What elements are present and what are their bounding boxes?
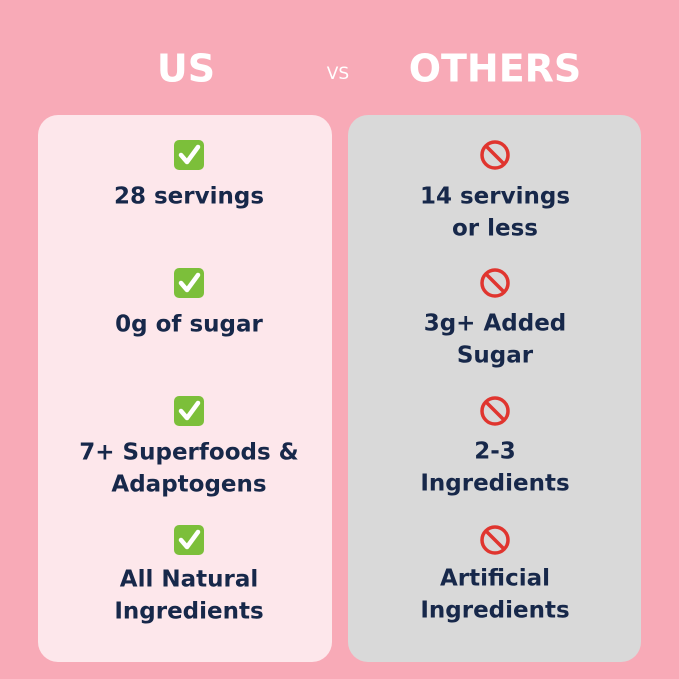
item-text: 0g of sugar (115, 312, 263, 338)
item-text: or less (452, 216, 538, 242)
item-text: Ingredients (420, 471, 569, 497)
item-text: 3g+ Added (424, 311, 567, 337)
prohibited-icon (480, 268, 510, 298)
prohibited-slash (484, 529, 506, 551)
prohibited-ring (480, 525, 510, 555)
item-text: 28 servings (114, 184, 264, 210)
prohibited-ring (480, 268, 510, 298)
item-text: Artificial (440, 566, 550, 592)
prohibited-icon (480, 140, 510, 170)
check-icon (174, 396, 204, 426)
check-box (174, 525, 204, 555)
prohibited-slash (484, 144, 506, 166)
item-text: Ingredients (420, 598, 569, 624)
check-icon (174, 268, 204, 298)
prohibited-ring (480, 140, 510, 170)
us-panel (38, 115, 332, 662)
item-text: Ingredients (114, 599, 263, 625)
check-mark (178, 400, 201, 421)
item-text: 7+ Superfoods & (79, 440, 298, 466)
item-text: 2-3 (474, 439, 516, 465)
check-icon (174, 525, 204, 555)
check-mark (178, 272, 201, 293)
others-panel (348, 115, 641, 662)
item-text: Sugar (457, 343, 534, 369)
others-heading: OTHERS (409, 47, 582, 91)
prohibited-icon (480, 396, 510, 426)
us-heading: US (157, 47, 215, 91)
prohibited-ring (480, 396, 510, 426)
item-text: 14 servings (420, 184, 570, 210)
prohibited-slash (484, 400, 506, 422)
vs-label: VS (327, 64, 349, 84)
check-box (174, 268, 204, 298)
check-box (174, 396, 204, 426)
check-box (174, 140, 204, 170)
item-text: All Natural (120, 567, 258, 593)
item-text: Adaptogens (111, 472, 266, 498)
prohibited-slash (484, 272, 506, 294)
check-icon (174, 140, 204, 170)
check-mark (178, 144, 201, 165)
prohibited-icon (480, 525, 510, 555)
check-mark (178, 529, 201, 550)
